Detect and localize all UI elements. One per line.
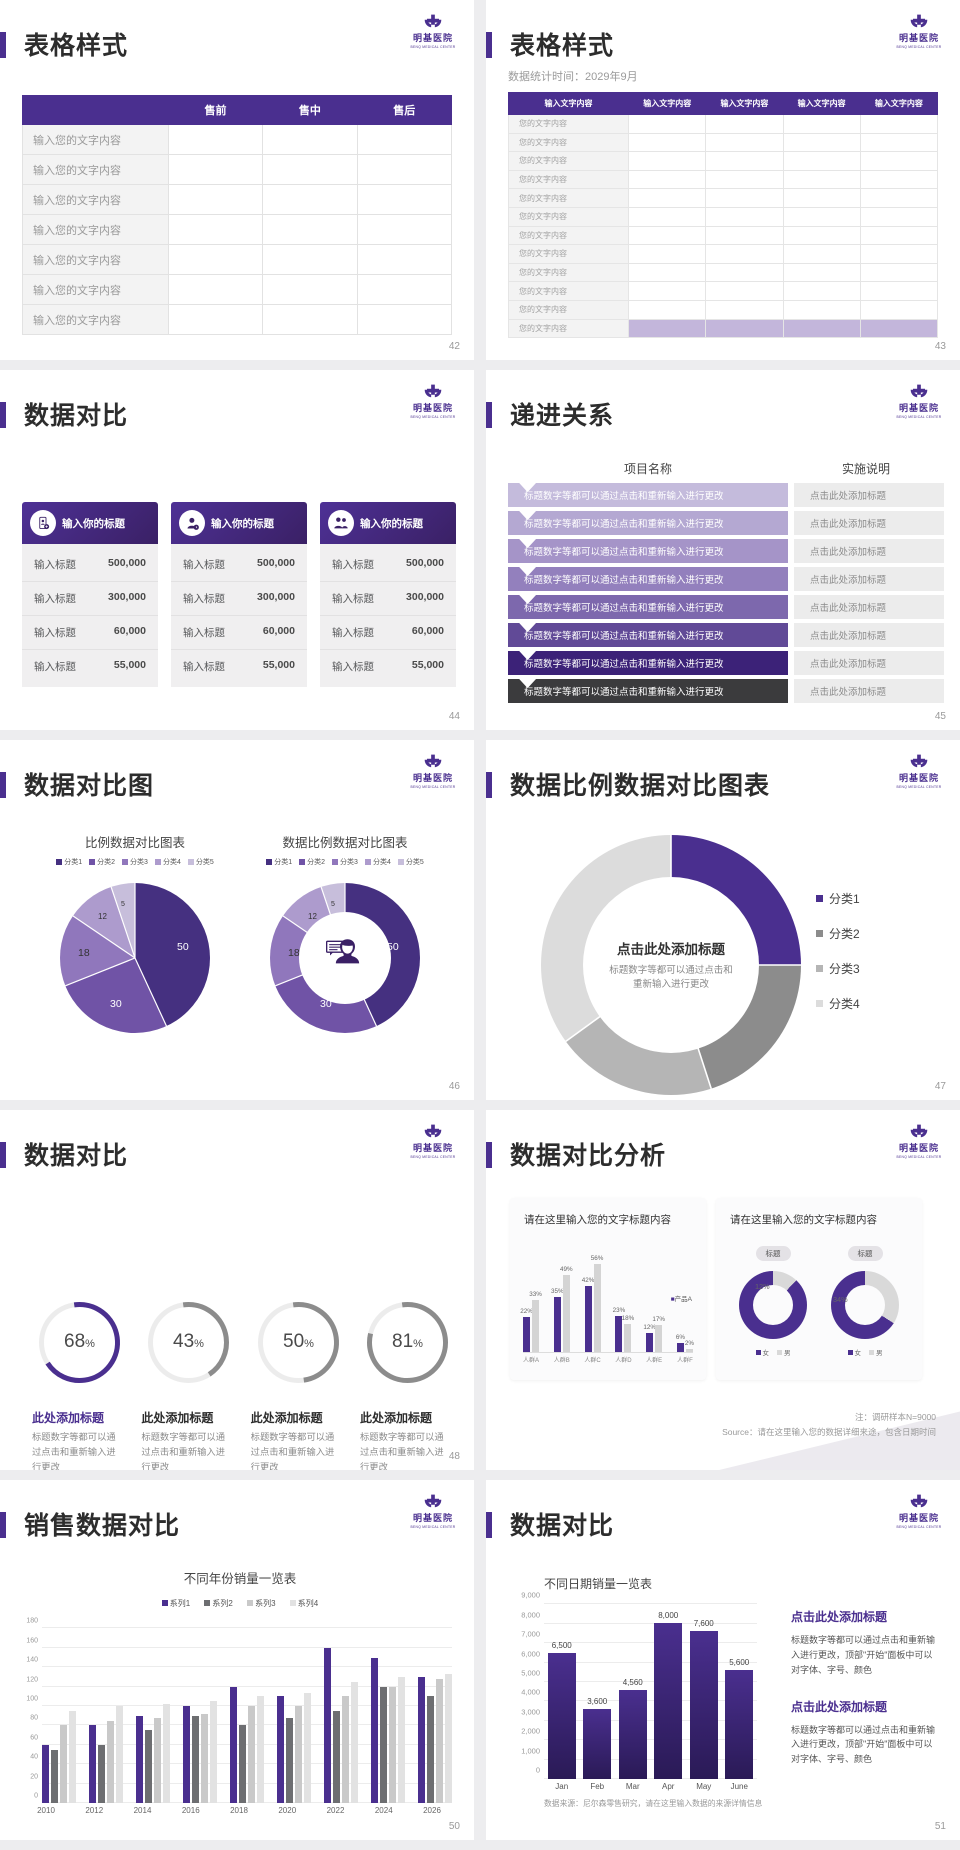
svg-text:50%: 50%	[283, 1331, 314, 1352]
svg-text:43%: 43%	[173, 1331, 204, 1352]
svg-text:81%: 81%	[392, 1331, 423, 1352]
svg-text:68%: 68%	[64, 1331, 95, 1352]
